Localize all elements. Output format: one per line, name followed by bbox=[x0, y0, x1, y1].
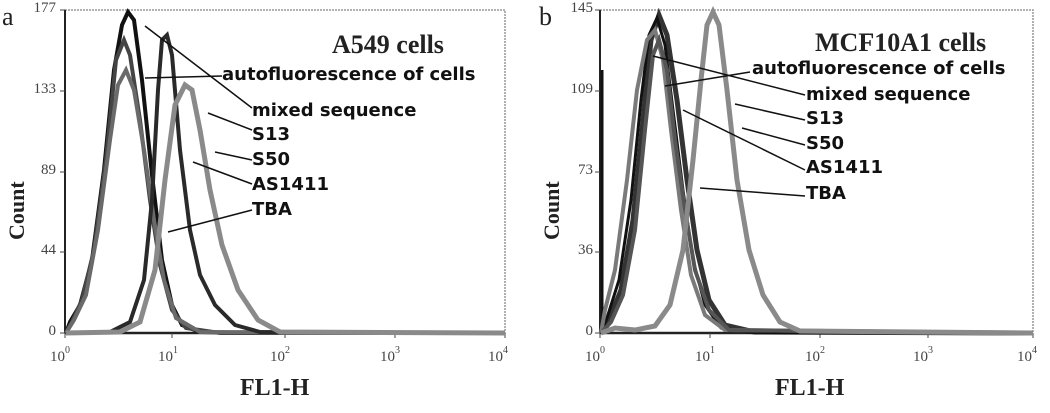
legend-as1411: AS1411 bbox=[806, 157, 883, 178]
x-tick: 101 bbox=[158, 345, 178, 365]
x-tick: 103 bbox=[913, 345, 933, 365]
y-tick: 36 bbox=[578, 242, 593, 258]
legend-mixed-sequence: mixed sequence bbox=[806, 84, 971, 105]
chart-title: A549 cells bbox=[332, 30, 444, 59]
x-axis-label: FL1-H bbox=[240, 375, 310, 401]
x-tick: 103 bbox=[380, 345, 400, 365]
legend-s13: S13 bbox=[806, 108, 845, 129]
histogram-plot-a bbox=[60, 8, 506, 338]
y-tick: 145 bbox=[570, 0, 594, 16]
x-tick: 101 bbox=[695, 345, 715, 365]
legend-as1411: AS1411 bbox=[252, 174, 329, 195]
legend-autofluorescence: autofluorescence of cells bbox=[752, 58, 1006, 79]
legend-tba: TBA bbox=[252, 199, 292, 220]
x-tick: 100 bbox=[50, 345, 70, 365]
y-tick: 133 bbox=[33, 81, 57, 97]
y-tick: 0 bbox=[585, 323, 594, 339]
panel-label: a bbox=[2, 2, 14, 31]
panel-label: b bbox=[539, 2, 552, 31]
legend-s13: S13 bbox=[252, 124, 291, 145]
x-tick: 100 bbox=[585, 345, 605, 365]
y-tick: 73 bbox=[578, 162, 593, 178]
y-axis-label: Count bbox=[539, 181, 564, 240]
y-tick: 109 bbox=[570, 81, 594, 97]
legend-s50: S50 bbox=[806, 133, 845, 154]
panel-b: b MCF10A1 cells 145 109 73 36 0 100 101 … bbox=[525, 0, 1050, 413]
x-tick: 104 bbox=[1017, 345, 1037, 365]
legend-s50: S50 bbox=[252, 149, 291, 170]
x-tick: 104 bbox=[488, 345, 508, 365]
y-tick: 177 bbox=[33, 0, 57, 16]
y-axis-label: Count bbox=[4, 181, 29, 240]
legend-autofluorescence: autofluorescence of cells bbox=[222, 64, 476, 85]
legend-tba: TBA bbox=[806, 183, 846, 204]
histogram-plot-b bbox=[595, 6, 1034, 338]
y-tick: 89 bbox=[41, 162, 56, 178]
legend-mixed-sequence: mixed sequence bbox=[252, 100, 417, 121]
y-tick: 44 bbox=[41, 242, 56, 258]
chart-title: MCF10A1 cells bbox=[815, 28, 987, 57]
x-tick: 102 bbox=[805, 345, 825, 365]
panel-a: a A549 cells 177 133 89 44 0 100 101 102… bbox=[2, 0, 508, 401]
x-axis-label: FL1-H bbox=[775, 375, 845, 401]
y-tick: 0 bbox=[48, 323, 57, 339]
x-tick: 102 bbox=[270, 345, 290, 365]
